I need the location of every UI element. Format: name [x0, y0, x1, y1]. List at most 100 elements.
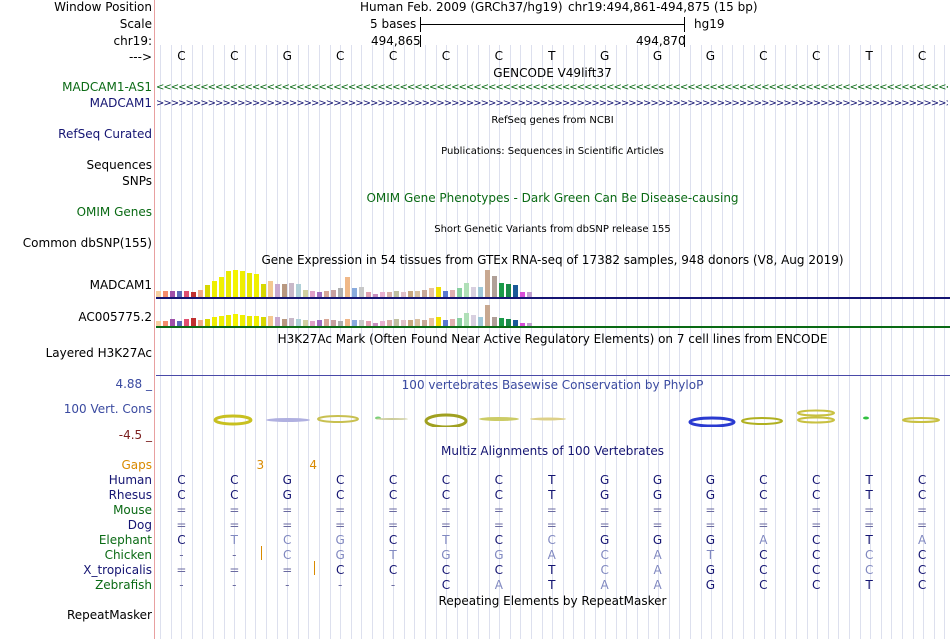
gtex-tissue-bar[interactable]	[422, 320, 427, 327]
gtex-tissue-bar[interactable]	[324, 319, 329, 327]
gtex-tissue-bar[interactable]	[450, 319, 455, 327]
gtex-tissue-bar[interactable]	[408, 320, 413, 327]
window-position-text[interactable]: chr19:494,861-494,875 (15 bp)	[568, 0, 758, 14]
gtex-tissue-bar[interactable]	[373, 323, 378, 327]
gtex-tissue-bar[interactable]	[324, 291, 329, 298]
species-label[interactable]: X_tropicalis	[83, 563, 152, 577]
gtex-tissue-bar[interactable]	[359, 320, 364, 327]
species-label[interactable]: Chicken	[104, 548, 152, 562]
phylop-logo-track[interactable]	[156, 405, 950, 427]
gtex-tissue-bar[interactable]	[282, 284, 287, 298]
gtex-tissue-bar[interactable]	[170, 291, 175, 298]
gtex-tissue-bar[interactable]	[492, 276, 497, 298]
gtex-tissue-bar[interactable]	[331, 320, 336, 327]
phylop-track-label[interactable]: 100 Vert. Cons	[63, 402, 152, 416]
gtex-tissue-bar[interactable]	[520, 323, 525, 327]
gtex-tissue-bar[interactable]	[261, 317, 266, 327]
gtex-tissue-bar[interactable]	[317, 320, 322, 327]
refseq-track-label[interactable]: RefSeq Curated	[58, 127, 152, 141]
gtex-tissue-bar[interactable]	[436, 287, 441, 298]
gencode-track-label-madcam1-as1[interactable]: MADCAM1-AS1	[62, 80, 152, 94]
refseq-title[interactable]: RefSeq genes from NCBI	[491, 115, 614, 126]
gtex-tissue-bar[interactable]	[506, 319, 511, 327]
gtex-tissue-bar[interactable]	[499, 318, 504, 327]
gtex-tissue-bar[interactable]	[485, 270, 490, 298]
dbsnp-track-label[interactable]: Common dbSNP(155)	[22, 236, 152, 250]
gtex-tissue-bar[interactable]	[184, 319, 189, 327]
gtex-tissue-bar[interactable]	[219, 277, 224, 298]
gtex-tissue-bar[interactable]	[191, 318, 196, 327]
species-label[interactable]: Zebrafish	[95, 578, 152, 592]
gtex-tissue-bar[interactable]	[380, 321, 385, 327]
publications-snps-label[interactable]: SNPs	[122, 174, 152, 188]
gtex-tissue-bar[interactable]	[184, 291, 189, 298]
gtex-tissue-bar[interactable]	[401, 320, 406, 327]
gtex-tissue-bar[interactable]	[338, 321, 343, 327]
gtex-tissue-bar[interactable]	[212, 317, 217, 327]
gtex-title[interactable]: Gene Expression in 54 tissues from GTEx …	[261, 253, 844, 267]
gtex-tissue-bar[interactable]	[317, 292, 322, 298]
gtex-tissue-bar[interactable]	[457, 318, 462, 327]
h3k27ac-track-label[interactable]: Layered H3K27Ac	[45, 346, 152, 360]
gtex-tissue-bar[interactable]	[429, 318, 434, 327]
gtex-tissue-bar[interactable]	[401, 292, 406, 298]
gtex-bars-madcam1[interactable]	[156, 268, 948, 298]
gtex-tissue-bar[interactable]	[436, 317, 441, 327]
gtex-tissue-bar[interactable]	[408, 291, 413, 298]
gtex-tissue-bar[interactable]	[205, 285, 210, 298]
gtex-tissue-bar[interactable]	[240, 315, 245, 327]
gtex-bars-ac005775[interactable]	[156, 300, 948, 327]
gtex-gene-label-madcam1[interactable]: MADCAM1	[89, 278, 152, 292]
gtex-tissue-bar[interactable]	[373, 294, 378, 298]
gtex-tissue-bar[interactable]	[303, 320, 308, 327]
gtex-tissue-bar[interactable]	[233, 270, 238, 298]
gtex-gene-label-ac005775[interactable]: AC005775.2	[78, 310, 152, 324]
gtex-tissue-bar[interactable]	[443, 291, 448, 298]
gencode-title[interactable]: GENCODE V49lift37	[493, 66, 612, 80]
gtex-tissue-bar[interactable]	[478, 287, 483, 298]
gtex-tissue-bar[interactable]	[471, 287, 476, 298]
gtex-tissue-bar[interactable]	[464, 313, 469, 327]
gtex-tissue-bar[interactable]	[464, 283, 469, 298]
gtex-tissue-bar[interactable]	[394, 319, 399, 327]
gtex-tissue-bar[interactable]	[289, 318, 294, 327]
gtex-tissue-bar[interactable]	[415, 291, 420, 298]
gtex-tissue-bar[interactable]	[170, 319, 175, 327]
gtex-tissue-bar[interactable]	[513, 320, 518, 327]
gtex-tissue-bar[interactable]	[240, 271, 245, 298]
gtex-tissue-bar[interactable]	[422, 290, 427, 298]
gtex-tissue-bar[interactable]	[254, 274, 259, 298]
gtex-tissue-bar[interactable]	[219, 316, 224, 327]
gencode-track-label-madcam1[interactable]: MADCAM1	[89, 96, 152, 110]
gtex-tissue-bar[interactable]	[527, 323, 532, 327]
omim-title[interactable]: OMIM Gene Phenotypes - Dark Green Can Be…	[366, 191, 739, 205]
gtex-tissue-bar[interactable]	[226, 271, 231, 298]
gtex-tissue-bar[interactable]	[331, 290, 336, 298]
repeatmasker-track-label[interactable]: RepeatMasker	[66, 608, 152, 622]
publications-sequences-label[interactable]: Sequences	[86, 158, 152, 172]
gtex-tissue-bar[interactable]	[156, 321, 161, 327]
gtex-tissue-bar[interactable]	[198, 290, 203, 298]
gtex-tissue-bar[interactable]	[289, 283, 294, 298]
gtex-tissue-bar[interactable]	[450, 290, 455, 298]
repeatmasker-title[interactable]: Repeating Elements by RepeatMasker	[438, 594, 667, 608]
gtex-tissue-bar[interactable]	[394, 291, 399, 298]
h3k27ac-title[interactable]: H3K27Ac Mark (Often Found Near Active Re…	[277, 332, 828, 346]
madcam1-gene-track[interactable]: >>>>>>>>>>>>>>>>>>>>>>>>>>>>>>>>>>>>>>>>…	[156, 99, 948, 108]
gtex-tissue-bar[interactable]	[366, 292, 371, 298]
gtex-tissue-bar[interactable]	[296, 319, 301, 327]
gtex-tissue-bar[interactable]	[387, 292, 392, 298]
gtex-tissue-bar[interactable]	[366, 321, 371, 327]
gtex-tissue-bar[interactable]	[233, 314, 238, 327]
gtex-tissue-bar[interactable]	[345, 277, 350, 298]
gtex-tissue-bar[interactable]	[387, 320, 392, 327]
gtex-tissue-bar[interactable]	[506, 284, 511, 298]
gtex-tissue-bar[interactable]	[177, 321, 182, 327]
omim-track-label[interactable]: OMIM Genes	[76, 205, 152, 219]
madcam1-as1-gene-track[interactable]: <<<<<<<<<<<<<<<<<<<<<<<<<<<<<<<<<<<<<<<<…	[156, 83, 948, 92]
gtex-tissue-bar[interactable]	[478, 317, 483, 327]
gtex-tissue-bar[interactable]	[380, 292, 385, 298]
gtex-tissue-bar[interactable]	[310, 321, 315, 327]
gtex-tissue-bar[interactable]	[457, 288, 462, 298]
gtex-tissue-bar[interactable]	[443, 320, 448, 327]
